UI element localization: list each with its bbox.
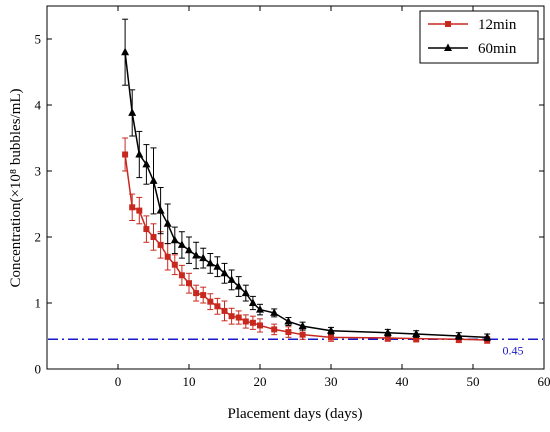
- x-tick-label: 30: [325, 374, 338, 389]
- y-tick-label: 3: [35, 164, 42, 179]
- data-point: [200, 292, 206, 298]
- legend-swatch-marker: [445, 21, 451, 27]
- data-point: [243, 318, 249, 324]
- series-60min: [121, 19, 491, 340]
- legend: 12min 60min: [420, 11, 538, 63]
- data-point: [185, 246, 193, 254]
- x-tick-label: 40: [396, 374, 409, 389]
- data-point: [222, 308, 228, 314]
- x-tick-label: 0: [115, 374, 122, 389]
- data-point: [158, 242, 164, 248]
- x-tick-label: 10: [183, 374, 196, 389]
- legend-label: 12min: [478, 17, 517, 33]
- data-point: [271, 326, 277, 332]
- x-tick-label: 60: [538, 374, 550, 389]
- data-point: [250, 320, 256, 326]
- reference-line-label: 0.45: [503, 343, 524, 357]
- data-point: [186, 280, 192, 286]
- data-point: [129, 204, 135, 210]
- data-point: [284, 317, 292, 325]
- data-point: [165, 254, 171, 260]
- data-point: [178, 240, 186, 248]
- data-point: [214, 303, 220, 309]
- data-point: [285, 329, 291, 335]
- legend-label: 60min: [478, 41, 517, 57]
- data-point: [151, 234, 157, 240]
- data-point: [121, 48, 129, 56]
- data-point: [172, 262, 178, 268]
- y-tick-label: 2: [35, 230, 42, 245]
- series-group: [121, 19, 491, 343]
- data-point: [122, 152, 128, 158]
- data-point: [193, 290, 199, 296]
- data-point: [207, 299, 213, 305]
- data-point: [128, 108, 136, 116]
- y-tick-label: 5: [35, 32, 42, 47]
- data-point: [229, 313, 235, 319]
- data-point: [300, 332, 306, 338]
- data-point: [192, 251, 200, 259]
- data-point: [179, 272, 185, 278]
- y-axis-title: Concentration(×10⁸ bubbles/mL): [8, 88, 24, 287]
- data-point: [135, 150, 143, 158]
- data-point: [143, 226, 149, 232]
- data-point: [171, 236, 179, 244]
- data-point: [164, 219, 172, 227]
- y-tick-label: 0: [35, 362, 42, 377]
- x-tick-label: 20: [254, 374, 267, 389]
- data-point: [150, 176, 158, 184]
- data-point: [236, 315, 242, 321]
- x-tick-label: 50: [467, 374, 480, 389]
- x-axis-title: Placement days (days): [228, 406, 363, 422]
- data-point: [257, 322, 263, 328]
- data-point: [328, 334, 334, 340]
- y-tick-label: 4: [35, 98, 42, 113]
- series-line: [125, 52, 487, 337]
- data-point: [136, 208, 142, 214]
- reference-line-group: 0.45: [48, 339, 543, 357]
- y-tick-label: 1: [35, 296, 42, 311]
- data-point: [206, 259, 214, 267]
- data-point: [157, 206, 165, 214]
